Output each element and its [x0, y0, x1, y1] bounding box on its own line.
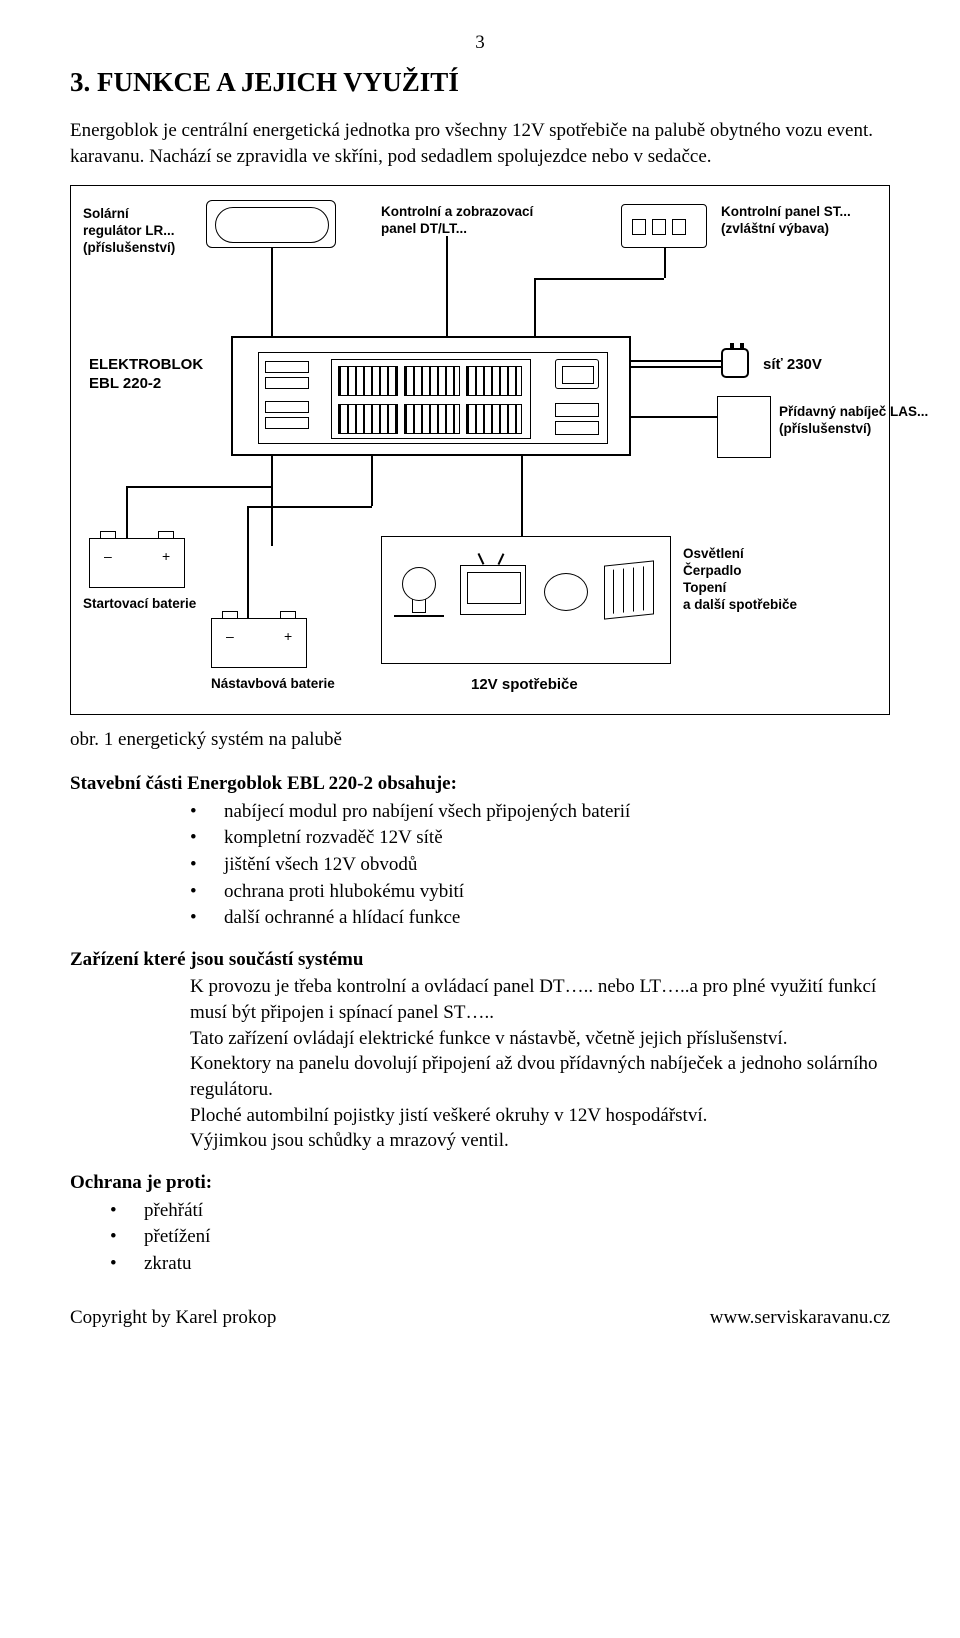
elektroblok-label: ELEKTROBLOK EBL 220-2	[89, 356, 203, 394]
footer-copyright: Copyright by Karel prokop	[70, 1305, 276, 1331]
mains-plug-icon	[721, 348, 749, 378]
page-number: 3	[70, 30, 890, 56]
intro-paragraph: Energoblok je centrální energetická jedn…	[70, 118, 890, 169]
list-item: další ochranné a hlídací funkce	[190, 905, 890, 931]
footer-url: www.serviskaravanu.cz	[710, 1305, 890, 1331]
devices-paragraph: K provozu je třeba kontrolní a ovládací …	[70, 974, 890, 1025]
solar-regulator-icon	[206, 200, 336, 248]
system-diagram: Solární regulátor LR... (příslušenství) …	[70, 185, 890, 715]
loads-list-label: Osvětlení Čerpadlo Topení a další spotře…	[683, 546, 797, 614]
starter-battery-icon: – +	[89, 538, 185, 588]
dtlt-panel-label: Kontrolní a zobrazovací panel DT/LT...	[381, 204, 533, 238]
starter-battery-label: Startovací baterie	[83, 596, 196, 613]
list-item: zkratu	[110, 1251, 890, 1277]
protection-list: přehřátí přetížení zkratu	[70, 1198, 890, 1277]
figure-caption: obr. 1 energetický systém na palubě	[70, 727, 890, 753]
las-charger-label: Přídavný nabíječ LAS... (příslušenství)	[779, 404, 928, 438]
mains-label: síť 230V	[763, 356, 822, 375]
list-item: přetížení	[110, 1224, 890, 1250]
parts-heading: Stavební části Energoblok EBL 220-2 obsa…	[70, 771, 890, 797]
st-panel-icon	[621, 204, 707, 248]
solar-regulator-label: Solární regulátor LR... (příslušenství)	[83, 206, 175, 257]
loads-caption: 12V spotřebiče	[471, 676, 578, 695]
list-item: nabíjecí modul pro nabíjení všech připoj…	[190, 799, 890, 825]
devices-paragraph: Tato zařízení ovládají elektrické funkce…	[70, 1026, 890, 1052]
devices-paragraph: Výjimkou jsou schůdky a mrazový ventil.	[70, 1128, 890, 1154]
page-title: 3. FUNKCE A JEJICH VYUŽITÍ	[70, 64, 890, 100]
devices-paragraph: Konektory na panelu dovolují připojení a…	[70, 1051, 890, 1102]
list-item: jištění všech 12V obvodů	[190, 852, 890, 878]
build-battery-icon: – +	[211, 618, 307, 668]
list-item: kompletní rozvaděč 12V sítě	[190, 825, 890, 851]
devices-heading: Zařízení které jsou součástí systému	[70, 947, 890, 973]
protection-heading: Ochrana je proti:	[70, 1170, 890, 1196]
las-charger-icon	[717, 396, 771, 458]
st-panel-label: Kontrolní panel ST... (zvláštní výbava)	[721, 204, 851, 238]
parts-list: nabíjecí modul pro nabíjení všech připoj…	[70, 799, 890, 931]
loads-box-icon	[381, 536, 671, 664]
devices-paragraph: Ploché autombilní pojistky jistí veškeré…	[70, 1103, 890, 1129]
build-battery-label: Nástavbová baterie	[211, 676, 335, 693]
list-item: ochrana proti hlubokému vybití	[190, 879, 890, 905]
list-item: přehřátí	[110, 1198, 890, 1224]
elektroblok-icon	[231, 336, 631, 456]
